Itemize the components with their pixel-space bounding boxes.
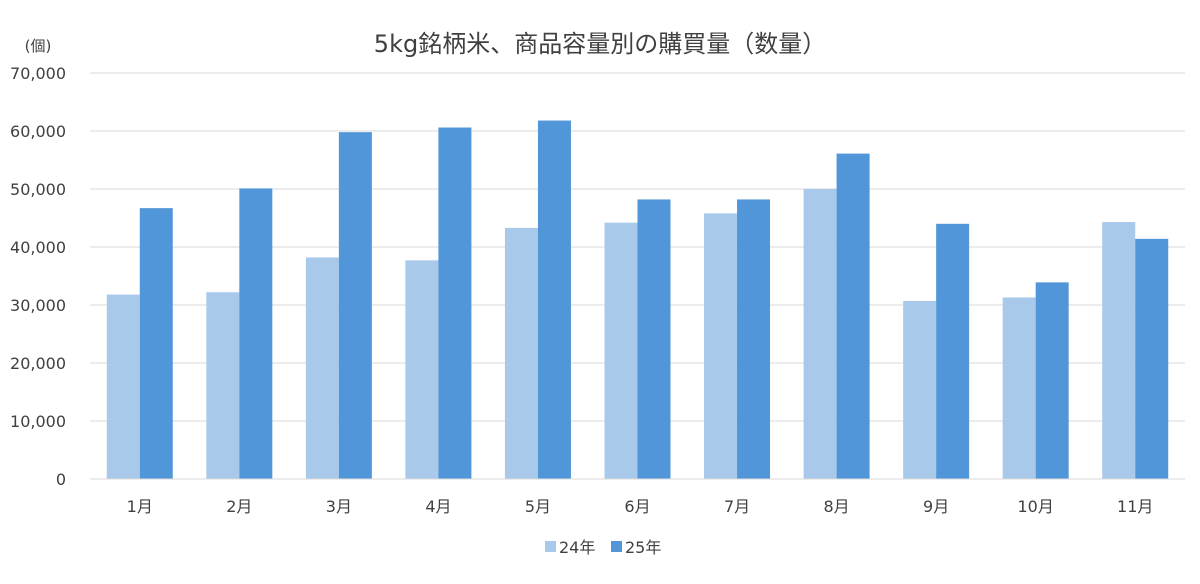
bar-series1 — [206, 292, 240, 479]
x-tick-label: 1月 — [127, 497, 153, 516]
x-tick-label: 10月 — [1017, 497, 1053, 516]
bar-series2 — [836, 153, 870, 479]
legend-label: 25年 — [625, 538, 661, 557]
bar-series2 — [936, 223, 970, 479]
y-tick-label: 10,000 — [10, 412, 66, 431]
bar-series1 — [604, 222, 638, 479]
y-axis-ticks: 0 10,000 20,000 30,000 40,000 50,000 60,000 70,… — [10, 64, 66, 489]
bar-series1 — [704, 213, 738, 480]
bar-series2 — [637, 199, 671, 479]
bar-series1 — [903, 300, 937, 479]
bar-series2 — [1035, 282, 1069, 479]
bar-series2 — [239, 188, 273, 480]
chart-title: 5kg銘柄米、商品容量別の購買量（数量） — [374, 30, 826, 58]
bar-series1 — [106, 294, 140, 479]
x-tick-label: 9月 — [923, 497, 949, 516]
legend-swatch — [545, 541, 556, 552]
y-tick-label: 60,000 — [10, 122, 66, 141]
x-tick-label: 3月 — [326, 497, 352, 516]
bar-series2 — [737, 199, 771, 479]
x-tick-label: 7月 — [724, 497, 750, 516]
legend-swatch — [611, 541, 622, 552]
bar-series2 — [139, 208, 173, 479]
y-tick-label: 20,000 — [10, 354, 66, 373]
bar-series1 — [405, 260, 439, 479]
x-tick-label: 6月 — [624, 497, 650, 516]
y-tick-label: 50,000 — [10, 180, 66, 199]
bar-series1 — [803, 189, 837, 479]
bars — [106, 120, 1169, 480]
bar-series2 — [338, 132, 372, 479]
x-tick-label: 11月 — [1117, 497, 1153, 516]
bar-series1 — [1102, 222, 1136, 479]
y-tick-label: 30,000 — [10, 296, 66, 315]
y-axis-unit-label: (個) — [25, 37, 52, 55]
legend: 24年 25年 — [545, 538, 661, 557]
y-tick-label: 0 — [56, 470, 66, 489]
y-tick-label: 70,000 — [10, 64, 66, 83]
bar-series2 — [537, 120, 571, 479]
bar-series1 — [305, 257, 339, 479]
legend-label: 24年 — [559, 538, 595, 557]
y-tick-label: 40,000 — [10, 238, 66, 257]
x-tick-label: 4月 — [425, 497, 451, 516]
x-tick-label: 2月 — [226, 497, 252, 516]
bar-series2 — [1135, 238, 1169, 479]
bar-series1 — [1002, 297, 1036, 479]
x-tick-label: 8月 — [823, 497, 849, 516]
bar-series1 — [504, 227, 538, 479]
bar-series2 — [438, 127, 472, 480]
x-axis-ticks: 1月 2月 3月 4月 5月 6月 7月 8月 9月 10月 11月 — [127, 497, 1154, 516]
x-tick-label: 5月 — [525, 497, 551, 516]
